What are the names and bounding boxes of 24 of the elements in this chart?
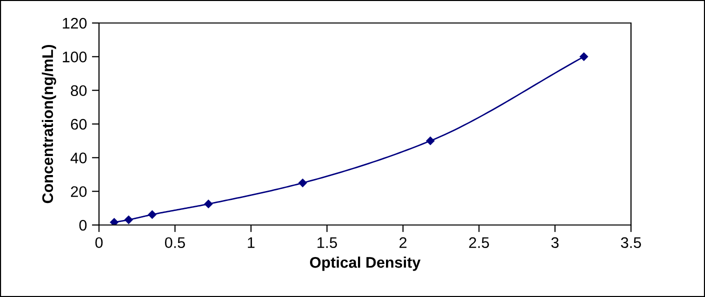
y-tick-label: 0: [79, 220, 87, 231]
y-tick-label: 80: [70, 85, 87, 96]
point: [580, 52, 588, 61]
y-axis-title: Concentration(ng/mL): [42, 44, 56, 204]
x-tick-label: 2.5: [469, 237, 489, 248]
point: [204, 200, 213, 208]
y-tick-label: 20: [70, 186, 87, 198]
y-tick-label: 40: [70, 152, 87, 164]
x-axis-title: Optical Density: [310, 256, 421, 271]
x-tick-label: 3: [551, 237, 559, 248]
point: [298, 178, 307, 188]
point: [148, 210, 156, 219]
y-tick-label: 120: [62, 18, 87, 29]
x-tick-label: 0: [95, 237, 103, 248]
x-tick-label: 2: [400, 237, 406, 248]
point: [426, 136, 434, 145]
x-tick-label: 1.5: [318, 237, 337, 248]
point: [124, 216, 133, 224]
y-tick-label: 60: [70, 118, 87, 130]
point: [110, 218, 118, 225]
x-tick-label: 3.5: [620, 237, 641, 248]
x-tick-label: 0.5: [164, 237, 185, 248]
y-tick-label: 100: [62, 52, 87, 62]
x-tick-label: 1: [248, 237, 255, 248]
